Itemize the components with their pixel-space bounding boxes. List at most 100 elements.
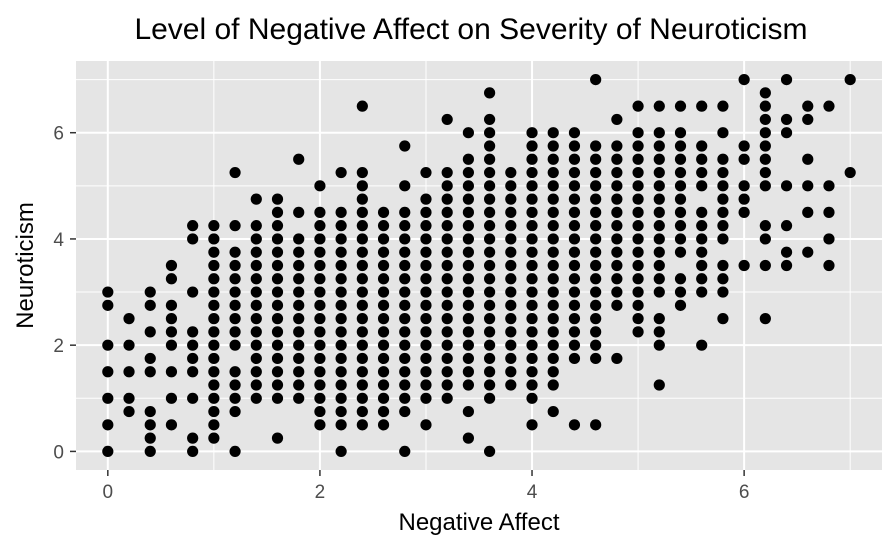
data-point <box>314 220 326 232</box>
x-axis: 0 2 4 6 <box>103 470 749 503</box>
data-point <box>356 326 368 338</box>
data-point <box>738 73 750 86</box>
data-point <box>441 326 453 338</box>
data-point <box>335 313 347 325</box>
data-point <box>547 352 559 365</box>
data-point <box>208 432 220 444</box>
data-point <box>420 246 432 258</box>
data-point <box>526 259 538 272</box>
data-point <box>632 259 644 272</box>
data-point <box>568 352 581 365</box>
data-point <box>335 392 347 404</box>
data-point <box>780 180 793 192</box>
data-point <box>123 339 135 351</box>
data-point <box>462 233 474 245</box>
data-point <box>420 259 432 272</box>
data-point <box>356 352 368 365</box>
data-point <box>441 339 453 351</box>
data-point <box>611 259 623 272</box>
data-point <box>250 273 262 285</box>
data-point <box>441 273 453 285</box>
data-point <box>505 206 517 218</box>
data-point <box>590 326 602 338</box>
data-point <box>632 233 644 245</box>
data-point <box>653 166 665 179</box>
data-point <box>462 193 474 205</box>
data-point <box>420 273 432 285</box>
x-tick-label: 2 <box>315 482 326 503</box>
data-point <box>187 233 199 245</box>
data-point <box>590 180 602 192</box>
data-point <box>462 405 474 418</box>
data-point <box>802 206 814 218</box>
data-point <box>653 193 665 205</box>
data-point <box>674 273 687 285</box>
data-point <box>250 259 262 272</box>
data-point <box>462 206 474 218</box>
data-point <box>271 299 284 311</box>
data-point <box>780 73 793 86</box>
data-point <box>462 127 474 139</box>
data-point <box>399 220 411 232</box>
data-point <box>441 220 453 232</box>
data-point <box>208 286 220 298</box>
data-points <box>102 73 856 458</box>
data-point <box>717 100 729 112</box>
data-point <box>526 166 538 179</box>
data-point <box>505 193 517 205</box>
data-point <box>102 286 114 298</box>
data-point <box>399 259 411 272</box>
data-point <box>526 339 538 351</box>
data-point <box>547 286 559 298</box>
data-point <box>484 392 496 404</box>
data-point <box>568 246 581 258</box>
data-point <box>187 445 199 458</box>
data-point <box>717 180 729 192</box>
data-point <box>271 246 284 258</box>
data-point <box>314 352 326 365</box>
data-point <box>568 166 581 179</box>
data-point <box>165 259 178 272</box>
data-point <box>229 259 241 272</box>
data-point <box>187 352 199 365</box>
data-point <box>547 140 559 152</box>
data-point <box>250 313 262 325</box>
data-point <box>441 366 453 378</box>
data-point <box>547 193 559 205</box>
data-point <box>505 299 517 311</box>
data-point <box>484 233 496 245</box>
data-point <box>780 246 793 258</box>
data-point <box>271 379 284 391</box>
data-point <box>653 180 665 192</box>
data-point <box>420 352 432 365</box>
data-point <box>462 299 474 311</box>
data-point <box>590 352 602 365</box>
data-point <box>208 339 220 351</box>
data-point <box>674 140 687 152</box>
data-point <box>674 220 687 232</box>
data-point <box>187 366 199 378</box>
data-point <box>717 127 729 139</box>
data-point <box>356 313 368 325</box>
data-point <box>229 392 241 404</box>
data-point <box>462 166 474 179</box>
data-point <box>462 313 474 325</box>
data-point <box>271 273 284 285</box>
data-point <box>123 405 135 418</box>
data-point <box>547 366 559 378</box>
data-point <box>802 113 814 126</box>
data-point <box>547 313 559 325</box>
data-point <box>484 166 496 179</box>
data-point <box>399 326 411 338</box>
data-point <box>823 180 835 192</box>
data-point <box>165 326 178 338</box>
data-point <box>314 299 326 311</box>
data-point <box>717 206 729 218</box>
data-point <box>759 127 771 139</box>
data-point <box>526 352 538 365</box>
data-point <box>653 127 665 139</box>
data-point <box>420 299 432 311</box>
data-point <box>484 259 496 272</box>
data-point <box>590 273 602 285</box>
data-point <box>844 166 856 179</box>
